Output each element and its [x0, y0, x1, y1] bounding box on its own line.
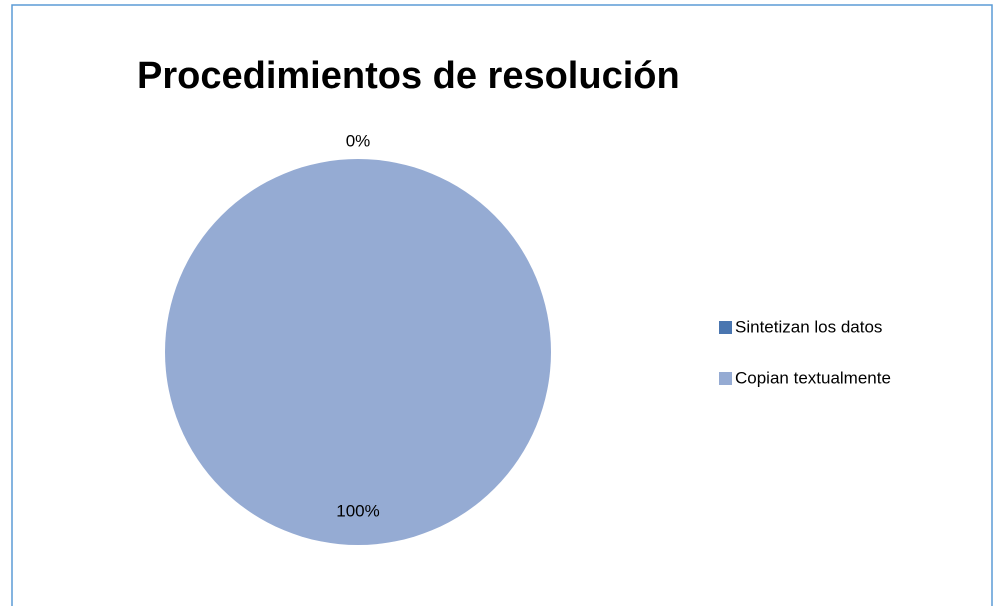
- legend-swatch: [719, 321, 732, 334]
- legend-label: Sintetizan los datos: [735, 317, 882, 336]
- legend-label: Copian textualmente: [735, 368, 891, 387]
- data-label: 100%: [336, 502, 379, 521]
- legend-swatch: [719, 372, 732, 385]
- pie-slice: [165, 159, 551, 545]
- chart-title: Procedimientos de resolución: [137, 55, 680, 97]
- chart-border: [11, 4, 993, 606]
- data-label: 0%: [346, 131, 371, 150]
